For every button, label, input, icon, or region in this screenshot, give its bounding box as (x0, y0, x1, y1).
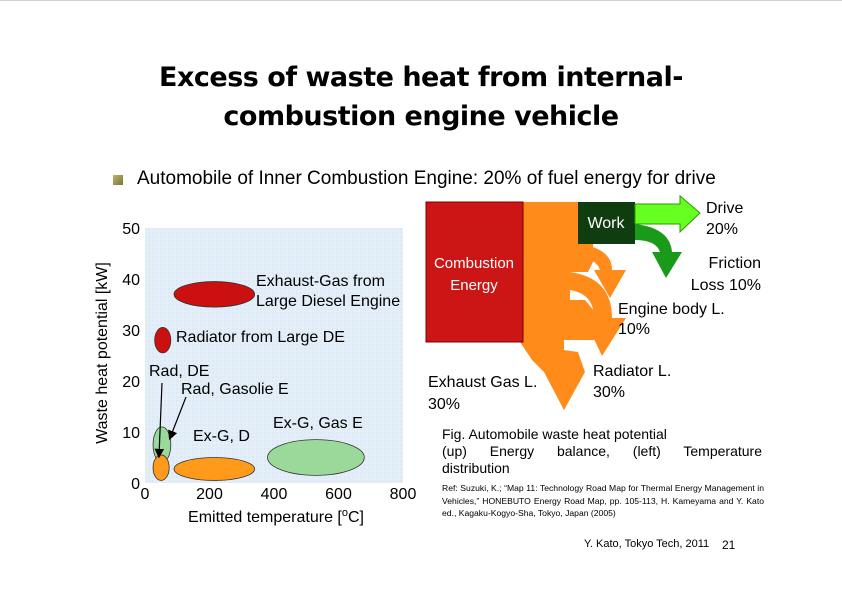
y-tick-label: 50 (122, 221, 140, 238)
radiator-label: Radiator L. (593, 363, 671, 380)
drive-arrow (634, 194, 701, 234)
footer-credit: Y. Kato, Tokyo Tech, 2011 (584, 538, 710, 550)
y-tick-label: 30 (122, 323, 140, 340)
drive-label: Drive (706, 200, 743, 217)
y-axis-label: Waste heat potential [kW] (94, 262, 111, 444)
caption-line-2: (up) Energy balance, (left) Temperature (442, 443, 762, 459)
ellipse-radiator-from-large-de (154, 327, 172, 354)
ellipse-ex-g-gas-e (267, 439, 365, 476)
radiator-percent: 30% (593, 384, 625, 401)
x-axis-label: Emitted temperature [oC] (188, 507, 364, 526)
ellipse-label: Ex-G, Gas E (273, 415, 363, 432)
engine-body-label: Engine body L. (618, 301, 725, 318)
ellipse-ex-g-d (173, 457, 256, 481)
page-number: 21 (722, 538, 736, 552)
y-tick-label: 10 (122, 425, 140, 442)
ellipse-label: Ex-G, D (193, 428, 250, 445)
x-tick-label: 200 (196, 486, 223, 503)
x-tick-label: 600 (325, 486, 352, 503)
ellipse-label: Radiator from Large DE (176, 329, 345, 346)
x-tick-label: 400 (261, 486, 288, 503)
work-label: Work (587, 215, 625, 232)
combustion-label-1: Combustion (434, 255, 514, 272)
friction-arrow (635, 224, 682, 278)
friction-label: Friction (709, 255, 761, 272)
drive-percent: 20% (706, 221, 738, 238)
x-tick-label: 800 (390, 486, 417, 503)
radiator-arrow (570, 272, 626, 356)
top-border-line (0, 0, 842, 1)
work-box (578, 202, 635, 244)
reference-text: Ref: Suzuki, K.; “Map 11: Technology Roa… (442, 483, 764, 518)
friction-percent: Loss 10% (691, 277, 761, 294)
exhaust-arrow (520, 300, 584, 410)
rad-gasolie-arrow (168, 396, 187, 441)
rad-de-arrow (154, 382, 165, 459)
caption-line-1: Fig. Automobile waste heat potential (442, 426, 667, 442)
combustion-energy-box (425, 201, 524, 343)
figure-caption: Fig. Automobile waste heat potential (up… (442, 426, 762, 477)
x-tick-label: 0 (141, 486, 150, 503)
exhaust-label: Exhaust Gas L. (428, 374, 537, 391)
ellipse-exhaust-gas-from-large-diesel-engine (173, 281, 256, 308)
bullet-text: Automobile of Inner Combustion Engine: 2… (137, 168, 716, 189)
slide-title-line-1: Excess of waste heat from internal- (159, 62, 683, 93)
ellipse-label: Large Diesel Engine (256, 293, 400, 310)
y-tick-label: 40 (122, 272, 140, 289)
combustion-label-2: Energy (450, 277, 498, 294)
caption-line-3: distribution (442, 460, 510, 476)
bullet-square-icon (113, 175, 123, 185)
ellipse-label: Rad, DE (149, 363, 209, 380)
plot-area (145, 228, 403, 483)
engine-body-percent: 10% (618, 321, 650, 338)
y-tick-label: 0 (131, 476, 140, 493)
exhaust-percent: 30% (428, 396, 460, 413)
y-tick-label: 20 (122, 374, 140, 391)
ellipse-label: Exhaust-Gas from (256, 273, 385, 290)
ellipse-label: Rad, Gasolie E (181, 381, 289, 398)
engine-body-arrow (578, 244, 626, 298)
slide-title-line-2: combustion engine vehicle (223, 101, 619, 132)
